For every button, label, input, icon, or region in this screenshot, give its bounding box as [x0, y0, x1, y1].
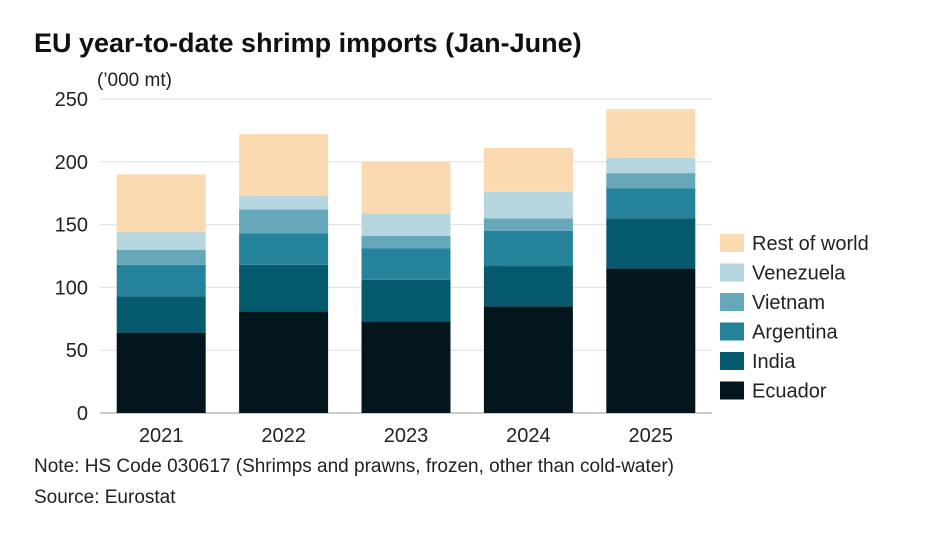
bar-2022-vietnam: [239, 209, 329, 234]
bar-2022-argentina: [239, 233, 329, 265]
bar-2023-venezuela: [361, 213, 451, 236]
bar-2021-india: [116, 296, 206, 333]
bar-2021-rest-of-world: [116, 174, 206, 233]
x-axis-ticks: 2021 2022 2023 2024 2025: [139, 425, 673, 447]
legend-swatch-vietnam: [720, 293, 744, 311]
y-tick-label: 50: [66, 340, 88, 362]
y-tick-label: 250: [55, 89, 88, 111]
bar-2025-india: [606, 218, 696, 269]
bar-2022-ecuador: [239, 311, 329, 413]
chart-source: Source: Eurostat: [34, 487, 176, 508]
x-tick-label: 2023: [384, 425, 429, 447]
legend-label-argentina: Argentina: [752, 322, 838, 344]
y-tick-label: 0: [77, 403, 88, 425]
bar-2024-argentina: [483, 230, 573, 267]
x-tick-label: 2021: [139, 425, 184, 447]
y-tick-label: 150: [55, 215, 88, 237]
bar-2021-ecuador: [116, 332, 206, 413]
bar-2022-rest-of-world: [239, 134, 329, 196]
bar-2025-argentina: [606, 188, 696, 219]
bar-2023-argentina: [361, 248, 451, 280]
bar-2022-india: [239, 264, 329, 312]
bar-2025-rest-of-world: [606, 109, 696, 159]
legend-label-india: India: [752, 351, 796, 373]
bar-2025-vietnam: [606, 173, 696, 189]
x-tick-label: 2025: [629, 425, 674, 447]
bar-2023-india: [361, 279, 451, 322]
x-tick-label: 2022: [261, 425, 306, 447]
legend-swatch-argentina: [720, 322, 744, 341]
bar-2025-ecuador: [606, 268, 696, 413]
legend: Rest of world Venezuela Vietnam Argentina In…: [720, 233, 869, 403]
y-axis-unit-label: (’000 mt): [97, 70, 172, 91]
legend-swatch-ecuador: [720, 381, 744, 400]
bar-2023-rest-of-world: [361, 161, 451, 214]
chart-note: Note: HS Code 030617 (Shrimps and prawns…: [34, 456, 674, 477]
bar-2025-venezuela: [606, 158, 696, 174]
legend-label-rest-of-world: Rest of world: [752, 233, 869, 255]
legend-swatch-venezuela: [720, 263, 744, 282]
bar-2024-ecuador: [483, 306, 573, 413]
bar-2023-ecuador: [361, 321, 451, 413]
x-tick-label: 2024: [506, 425, 551, 447]
legend-swatch-india: [720, 352, 744, 370]
bar-2021-argentina: [116, 264, 206, 297]
legend-label-vietnam: Vietnam: [752, 292, 825, 314]
y-axis-ticks: 0 50 100 150 200 250: [55, 89, 88, 425]
y-tick-label: 100: [55, 277, 88, 299]
bar-2022-venezuela: [239, 195, 329, 210]
legend-swatch-rest-of-world: [720, 234, 744, 252]
bar-2024-vietnam: [483, 218, 573, 231]
bar-2023-vietnam: [361, 235, 451, 249]
y-tick-label: 200: [55, 152, 88, 174]
bar-2024-venezuela: [483, 191, 573, 219]
bar-2021-vietnam: [116, 249, 206, 265]
bars: [116, 109, 696, 413]
legend-label-venezuela: Venezuela: [752, 263, 846, 285]
bar-2021-venezuela: [116, 232, 206, 250]
legend-label-ecuador: Ecuador: [752, 381, 827, 403]
bar-2024-rest-of-world: [483, 147, 573, 192]
chart-title: EU year-to-date shrimp imports (Jan-June…: [34, 28, 582, 58]
bar-2024-india: [483, 266, 573, 307]
